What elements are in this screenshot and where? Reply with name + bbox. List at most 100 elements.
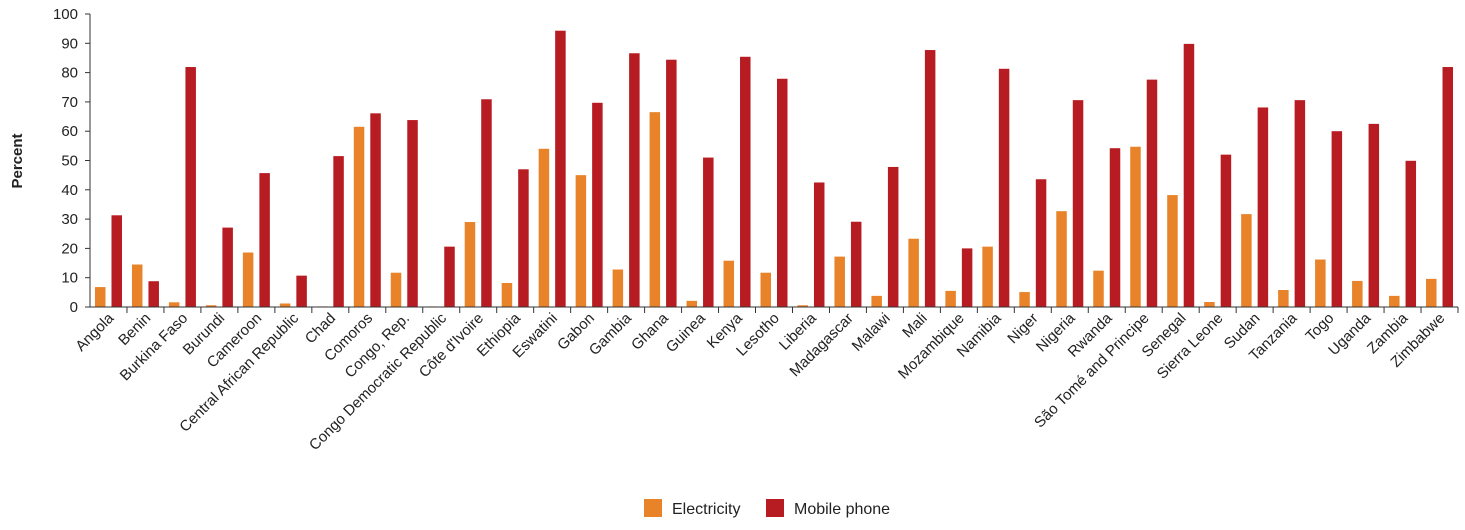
bar-mobile-phone-mozambique: [961, 248, 973, 307]
bars-group: [94, 30, 1454, 308]
bar-electricity-burundi: [205, 305, 217, 307]
bar-electricity-zimbabwe: [1426, 278, 1437, 307]
bar-mobile-phone-ghana: [666, 59, 677, 307]
bar-mobile-phone-eswatini: [555, 30, 566, 308]
bar-mobile-phone-niger: [1035, 179, 1047, 307]
x-label-malawi: Malawi: [849, 310, 894, 355]
bar-mobile-phone-gambia: [629, 53, 640, 308]
bar-mobile-phone-congo-rep: [407, 120, 418, 307]
y-tick-label: 70: [61, 94, 78, 111]
bar-mobile-phone-chad: [333, 156, 344, 307]
bar-electricity-congo-rep: [390, 272, 402, 307]
bar-electricity-ghana: [649, 112, 661, 307]
bar-electricity-guinea: [686, 300, 698, 307]
bar-mobile-phone-sierra-leone: [1220, 154, 1232, 307]
x-label-uganda: Uganda: [1325, 309, 1375, 359]
bar-mobile-phone-angola: [111, 215, 122, 307]
bar-mobile-phone-nigeria: [1072, 100, 1084, 307]
y-tick-label: 10: [61, 270, 78, 287]
bar-mobile-phone-cameroon: [259, 173, 270, 307]
bar-mobile-phone-congo-democratic-republic: [444, 246, 455, 307]
bar-electricity-burkina-faso: [168, 302, 180, 307]
bar-mobile-phone-togo: [1331, 131, 1343, 307]
bar-electricity-uganda: [1352, 280, 1363, 307]
bar-electricity-ethiopia: [501, 282, 513, 307]
bar-mobile-phone-madagascar: [850, 221, 862, 307]
bar-electricity-tanzania: [1278, 290, 1289, 307]
y-tick-label: 20: [61, 240, 78, 257]
bar-mobile-phone-uganda: [1368, 123, 1380, 307]
bar-electricity-angola: [94, 287, 106, 307]
bar-mobile-phone-kenya: [740, 56, 751, 307]
bar-mobile-phone-mali: [924, 50, 936, 307]
bar-electricity-kenya: [723, 260, 735, 307]
bar-mobile-phone-burkina-faso: [185, 67, 196, 308]
bar-electricity-benin: [131, 264, 143, 307]
y-tick-label: 60: [61, 123, 78, 140]
bar-electricity-madagascar: [834, 256, 845, 307]
bar-electricity-gabon: [575, 175, 587, 307]
bar-mobile-phone-central-african-republic: [296, 275, 307, 307]
bar-electricity-cote-d-ivoire: [464, 222, 476, 307]
bar-electricity-eswatini: [538, 148, 550, 307]
bar-electricity-cameroon: [242, 252, 254, 307]
y-tick-label: 90: [61, 35, 78, 52]
legend: Electricity Mobile phone: [644, 499, 890, 518]
y-tick-label: 0: [70, 299, 78, 316]
bar-electricity-lesotho: [760, 272, 771, 307]
bar-mobile-phone-zimbabwe: [1442, 67, 1454, 308]
bar-electricity-central-african-republic: [279, 303, 291, 307]
x-label-mali: Mali: [899, 310, 930, 341]
bar-electricity-comoros: [353, 126, 365, 308]
bar-mobile-phone-guinea: [703, 157, 714, 307]
bar-electricity-togo: [1315, 259, 1326, 307]
bar-mobile-phone-sudan: [1257, 107, 1269, 307]
y-tick-label: 50: [61, 153, 78, 170]
bar-electricity-mali: [908, 238, 919, 307]
bar-mobile-phone-zambia: [1405, 160, 1417, 307]
bar-mobile-phone-gabon: [592, 102, 603, 308]
bar-mobile-phone-ethiopia: [518, 169, 529, 307]
legend-label-electricity: Electricity: [672, 501, 740, 518]
bar-mobile-phone-senegal: [1183, 43, 1195, 308]
legend-label-mobile-phone: Mobile phone: [794, 501, 890, 518]
bar-mobile-phone-benin: [148, 281, 159, 307]
bar-mobile-phone-lesotho: [777, 78, 788, 308]
bar-electricity-senegal: [1167, 195, 1178, 307]
y-tick-label: 40: [61, 182, 78, 199]
bar-mobile-phone-namibia: [998, 68, 1010, 307]
bar-electricity-nigeria: [1056, 211, 1067, 307]
x-label-guinea: Guinea: [663, 309, 710, 356]
bar-electricity-mozambique: [945, 290, 956, 307]
bar-electricity-sierra-leone: [1204, 302, 1215, 307]
legend-swatch-electricity: [644, 499, 662, 517]
bar-mobile-phone-cote-d-ivoire: [481, 99, 492, 307]
legend-swatch-mobile-phone: [766, 499, 784, 517]
bar-mobile-phone-comoros: [370, 113, 381, 308]
bar-electricity-rwanda: [1093, 270, 1104, 307]
bar-electricity-liberia: [797, 305, 808, 307]
bar-mobile-phone-sao-tome-and-principe: [1146, 79, 1158, 307]
bar-electricity-sudan: [1241, 214, 1252, 307]
axes-group: [89, 14, 1459, 313]
bar-electricity-sao-tome-and-principe: [1130, 146, 1141, 307]
y-ticks-group: 0 10 20 30 40 50 60 70 80 90 100: [53, 6, 90, 316]
y-tick-label: 30: [61, 211, 78, 228]
bar-mobile-phone-burundi: [222, 227, 233, 307]
bar-mobile-phone-liberia: [813, 182, 825, 307]
bar-mobile-phone-malawi: [887, 166, 899, 307]
bar-mobile-phone-tanzania: [1294, 100, 1306, 307]
x-label-gambia: Gambia: [586, 309, 636, 359]
bar-electricity-zambia: [1389, 295, 1400, 307]
bar-electricity-gambia: [612, 269, 624, 307]
y-tick-label: 80: [61, 65, 78, 82]
bar-electricity-niger: [1019, 292, 1030, 307]
bar-electricity-namibia: [982, 246, 993, 307]
y-tick-label: 100: [53, 6, 78, 23]
y-axis-title: Percent: [9, 133, 26, 188]
bar-electricity-malawi: [871, 295, 882, 307]
x-label-angola: Angola: [72, 309, 118, 355]
bar-mobile-phone-rwanda: [1109, 148, 1121, 307]
